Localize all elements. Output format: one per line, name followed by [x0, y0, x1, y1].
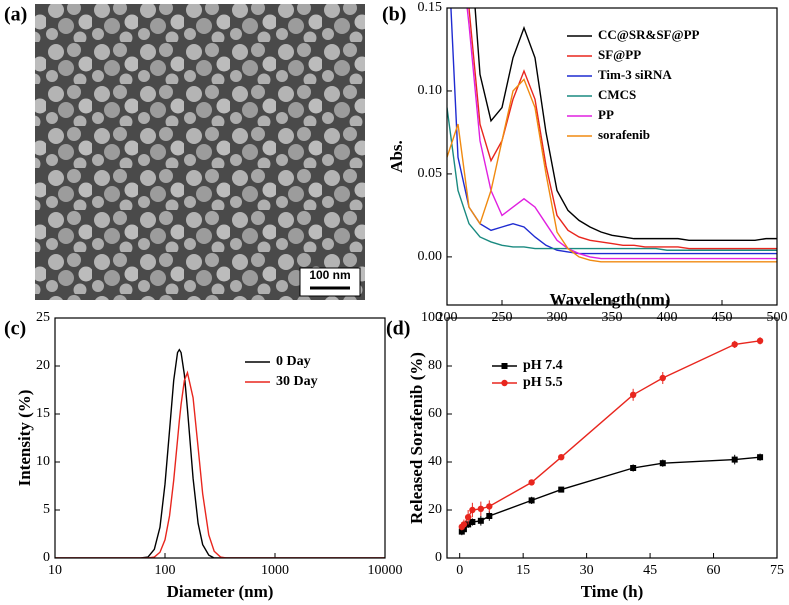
marker	[528, 479, 535, 486]
marker	[731, 456, 738, 463]
marker	[469, 519, 476, 525]
axes-frame	[54, 317, 386, 559]
marker	[460, 521, 468, 528]
scale-bar-box	[299, 267, 361, 297]
y-tick-label: 60	[428, 406, 442, 421]
y-tick-label: 40	[428, 454, 442, 469]
marker	[659, 460, 666, 467]
marker	[469, 506, 476, 514]
y-tick-label: 25	[36, 310, 50, 325]
marker	[528, 497, 535, 504]
x-tick-label: 100	[155, 563, 176, 578]
legend-label: sorafenib	[598, 127, 650, 142]
x-tick-label: 10000	[368, 563, 403, 578]
axes-frame	[446, 317, 778, 559]
scale-bar-label: 100 nm	[309, 268, 350, 282]
x-tick-label: 75	[770, 563, 784, 578]
plot-area	[55, 348, 385, 558]
panel-label: (c)	[4, 318, 26, 340]
legend-label: pH 5.5	[523, 375, 563, 390]
marker	[630, 465, 637, 471]
series-line	[55, 348, 385, 558]
legend-label: 0 Day	[276, 354, 311, 369]
y-tick-label: 5	[43, 502, 50, 517]
x-tick-label: 10	[48, 563, 62, 578]
legend-label: SF@PP	[598, 47, 641, 62]
marker	[477, 505, 485, 512]
x-tick-label: 60	[707, 563, 721, 578]
marker	[477, 517, 484, 524]
x-tick-label: 1000	[261, 563, 289, 578]
series-line	[447, 107, 777, 251]
y-tick-label: 0.10	[418, 83, 443, 98]
series-line	[55, 370, 385, 558]
y-tick-label: 0.00	[418, 249, 443, 264]
legend-label: Tim-3 siRNA	[598, 67, 672, 82]
panel-label: (a)	[4, 4, 27, 26]
y-tick-label: 0.05	[418, 166, 443, 181]
plot-area	[447, 8, 777, 263]
series-line	[447, 78, 777, 263]
legend-marker	[501, 363, 508, 369]
legend-label: pH 7.4	[523, 358, 563, 373]
y-tick-label: 0	[43, 550, 50, 565]
plot-area	[461, 340, 761, 533]
series-line	[461, 456, 761, 533]
axes-frame	[446, 7, 778, 306]
marker	[558, 454, 565, 461]
marker	[629, 391, 637, 398]
x-axis-label: Time (h)	[581, 582, 644, 601]
marker	[486, 513, 493, 519]
y-tick-label: 0.15	[418, 0, 443, 15]
marker	[756, 337, 764, 344]
y-tick-label: 10	[36, 454, 50, 469]
series-line	[450, 8, 777, 255]
y-tick-label: 15	[36, 406, 50, 421]
x-tick-label: 15	[516, 563, 530, 578]
legend-label: CC@SR&SF@PP	[598, 27, 700, 42]
legend-marker	[501, 379, 508, 387]
marker	[659, 374, 666, 382]
y-axis-label: Released Sorafenib (%)	[407, 352, 426, 524]
marker	[558, 486, 565, 493]
x-tick-label: 0	[456, 563, 463, 578]
legend-label: CMCS	[598, 87, 636, 102]
marker	[731, 341, 738, 348]
series-line	[474, 8, 777, 241]
x-axis-label: Wavelength(nm)	[550, 290, 671, 309]
panel-label: (d)	[386, 318, 410, 340]
y-tick-label: 0	[435, 550, 442, 565]
y-tick-label: 20	[428, 502, 442, 517]
marker	[486, 503, 493, 510]
y-tick-label: 100	[421, 310, 442, 325]
y-axis-label: Abs.	[387, 140, 406, 173]
marker	[757, 454, 764, 461]
marker	[464, 514, 472, 521]
series-line	[466, 8, 777, 260]
x-tick-label: 30	[580, 563, 594, 578]
legend-label: 30 Day	[276, 374, 318, 389]
y-tick-label: 20	[36, 358, 50, 373]
sem-image	[35, 4, 365, 300]
panel-label: (b)	[382, 4, 406, 26]
legend-label: PP	[598, 107, 614, 122]
x-axis-label: Diameter (nm)	[167, 582, 274, 601]
y-tick-label: 80	[428, 358, 442, 373]
image-panel: (a) 100 nm	[4, 4, 365, 300]
y-axis-label: Intensity (%)	[15, 390, 34, 487]
x-tick-label: 45	[643, 563, 657, 578]
